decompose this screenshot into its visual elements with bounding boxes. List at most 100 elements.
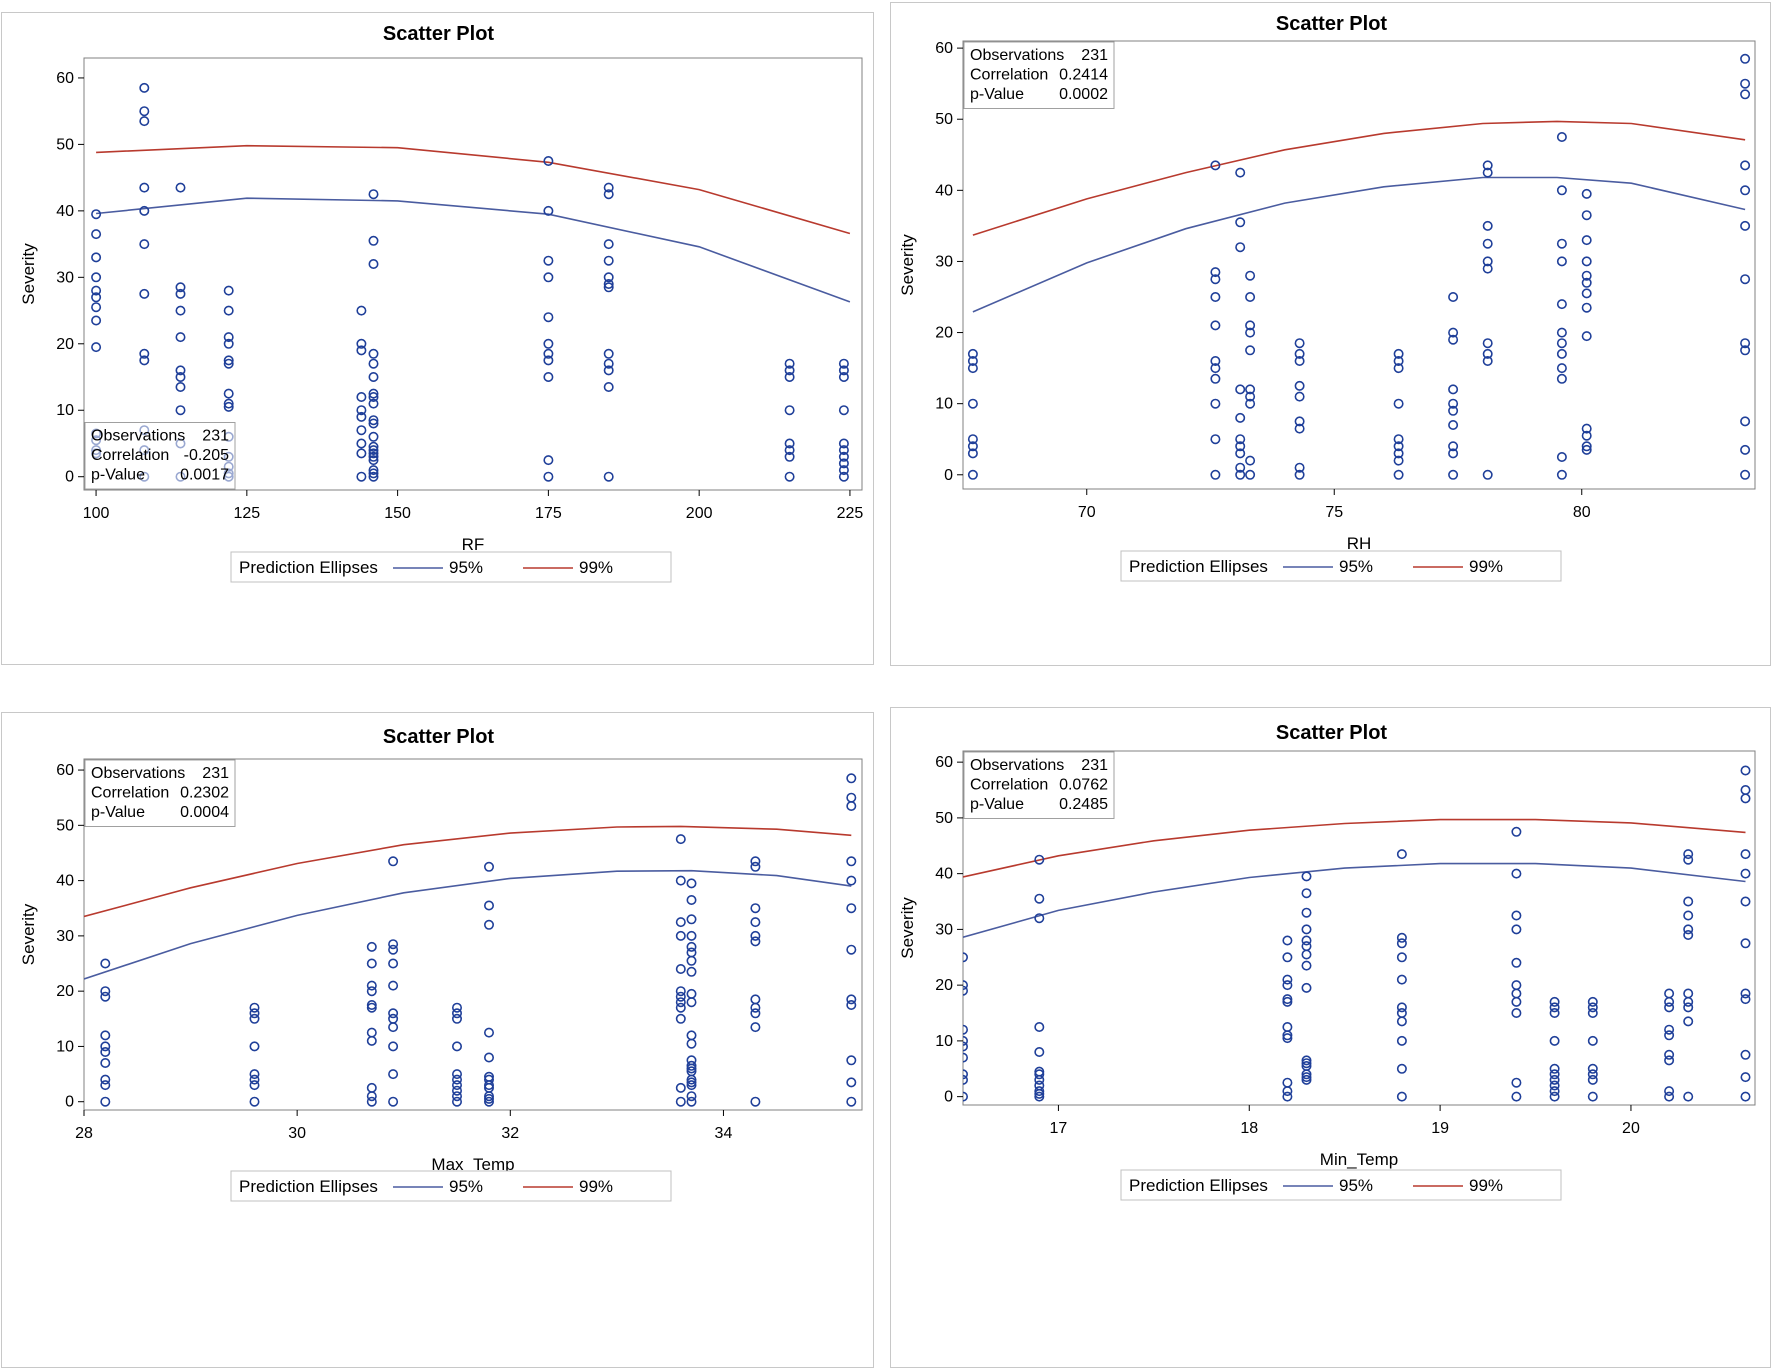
scatter-point: [388, 1096, 399, 1107]
scatter-point: [1581, 302, 1592, 313]
scatter-point: [750, 1002, 761, 1013]
scatter-point: [967, 448, 978, 459]
scatter-point: [91, 292, 102, 303]
scatter-point: [686, 988, 697, 999]
stats-box: [963, 751, 1115, 819]
scatter-point: [1448, 405, 1459, 416]
scatter-point: [1235, 441, 1246, 452]
scatter-point: [1210, 291, 1221, 302]
scatter-point: [1482, 469, 1493, 480]
scatter-point: [1511, 957, 1522, 968]
scatter-point: [1664, 1086, 1675, 1097]
scatter-point: [1482, 338, 1493, 349]
plot-area: [962, 40, 1756, 490]
x-tick-label: 225: [837, 505, 864, 522]
legend-label: 99%: [1469, 557, 1503, 576]
scatter-point: [1210, 398, 1221, 409]
scatter-point: [91, 252, 102, 263]
scatter-point: [1581, 256, 1592, 267]
scatter-point: [139, 82, 150, 93]
scatter-point: [686, 1096, 697, 1107]
scatter-point: [249, 1080, 260, 1091]
scatter-point: [1549, 1063, 1560, 1074]
scatter-point: [139, 106, 150, 117]
scatter-point: [1549, 1007, 1560, 1018]
scatter-point: [1396, 932, 1407, 943]
plot-area: [962, 750, 1756, 1106]
scatter-point: [750, 1096, 761, 1107]
scatter-point: [686, 1074, 697, 1085]
scatter-point: [1034, 854, 1045, 865]
scatter-point: [249, 1041, 260, 1052]
scatter-point: [1683, 1091, 1694, 1102]
scatter-point: [1556, 338, 1567, 349]
scatter-point: [1282, 1033, 1293, 1044]
scatter-point: [1740, 793, 1751, 804]
legend-title: Prediction Ellipses: [1129, 557, 1268, 576]
scatter-point: [1587, 996, 1598, 1007]
scatter-point: [1740, 938, 1751, 949]
chart-title: Scatter Plot: [1276, 13, 1387, 35]
scatter-point: [1034, 893, 1045, 904]
scatter-point: [1740, 785, 1751, 796]
scatter-point: [1683, 988, 1694, 999]
x-tick-label: 100: [83, 505, 110, 522]
scatter-point: [356, 438, 367, 449]
scatter-point: [1683, 1016, 1694, 1027]
scatter-point: [1448, 469, 1459, 480]
scatter-point: [1294, 355, 1305, 366]
scatter-point: [1034, 1021, 1045, 1032]
scatter-point: [1740, 1072, 1751, 1083]
scatter-point: [388, 1022, 399, 1033]
scatter-point: [139, 205, 150, 216]
scatter-point: [91, 315, 102, 326]
scatter-point: [388, 856, 399, 867]
chart-rf: Scatter Plot 0 10 20 30 40 50 60 100 125 150 175 200…: [19, 23, 864, 583]
stats-inset: Observations 231 Correlation 0.0762 p-Value 0…: [963, 751, 1115, 819]
legend-box: [230, 551, 672, 583]
scatter-point: [1210, 434, 1221, 445]
stats-value: -0.205: [184, 447, 229, 464]
scatter-point: [368, 431, 379, 442]
scatter-point: [1581, 444, 1592, 455]
legend-label: 99%: [1469, 1176, 1503, 1195]
scatter-point: [175, 305, 186, 316]
scatter-point: [675, 964, 686, 975]
scatter-point: [603, 348, 614, 359]
x-tick-label: 175: [535, 505, 562, 522]
scatter-point: [139, 239, 150, 250]
scatter-point: [1245, 469, 1256, 480]
scatter-point: [1210, 274, 1221, 285]
scatter-point: [1210, 160, 1221, 171]
scatter-point: [543, 272, 554, 283]
stats-value: 231: [202, 428, 229, 445]
scatter-point: [1034, 1074, 1045, 1085]
y-tick-label: 40: [56, 873, 74, 890]
y-tick-label: 20: [935, 325, 953, 342]
scatter-point: [366, 958, 377, 969]
scatter-point: [967, 469, 978, 480]
scatter-point: [175, 182, 186, 193]
stats-label: p-Value: [970, 86, 1024, 103]
scatter-point: [686, 895, 697, 906]
scatter-point: [846, 903, 857, 914]
y-tick-label: 60: [56, 762, 74, 779]
chart-title: Scatter Plot: [1276, 722, 1387, 744]
scatter-point: [963, 952, 968, 963]
scatter-point: [1282, 996, 1293, 1007]
y-axis-label: Severity: [898, 897, 917, 959]
scatter-point: [139, 182, 150, 193]
scatter-point: [388, 944, 399, 955]
scatter-point: [963, 1074, 968, 1085]
scatter-point: [543, 205, 554, 216]
scatter-point: [1511, 1077, 1522, 1088]
scatter-point: [356, 391, 367, 402]
legend: Prediction Ellipses 95% 99%: [230, 1170, 672, 1202]
scatter-point: [223, 285, 234, 296]
scatter-point: [1664, 1002, 1675, 1013]
scatter-point: [1581, 210, 1592, 221]
prediction-ellipse-95pct: [963, 862, 1746, 938]
y-tick-label: 0: [944, 467, 953, 484]
stats-label: Correlation: [970, 777, 1048, 794]
scatter-point: [750, 903, 761, 914]
